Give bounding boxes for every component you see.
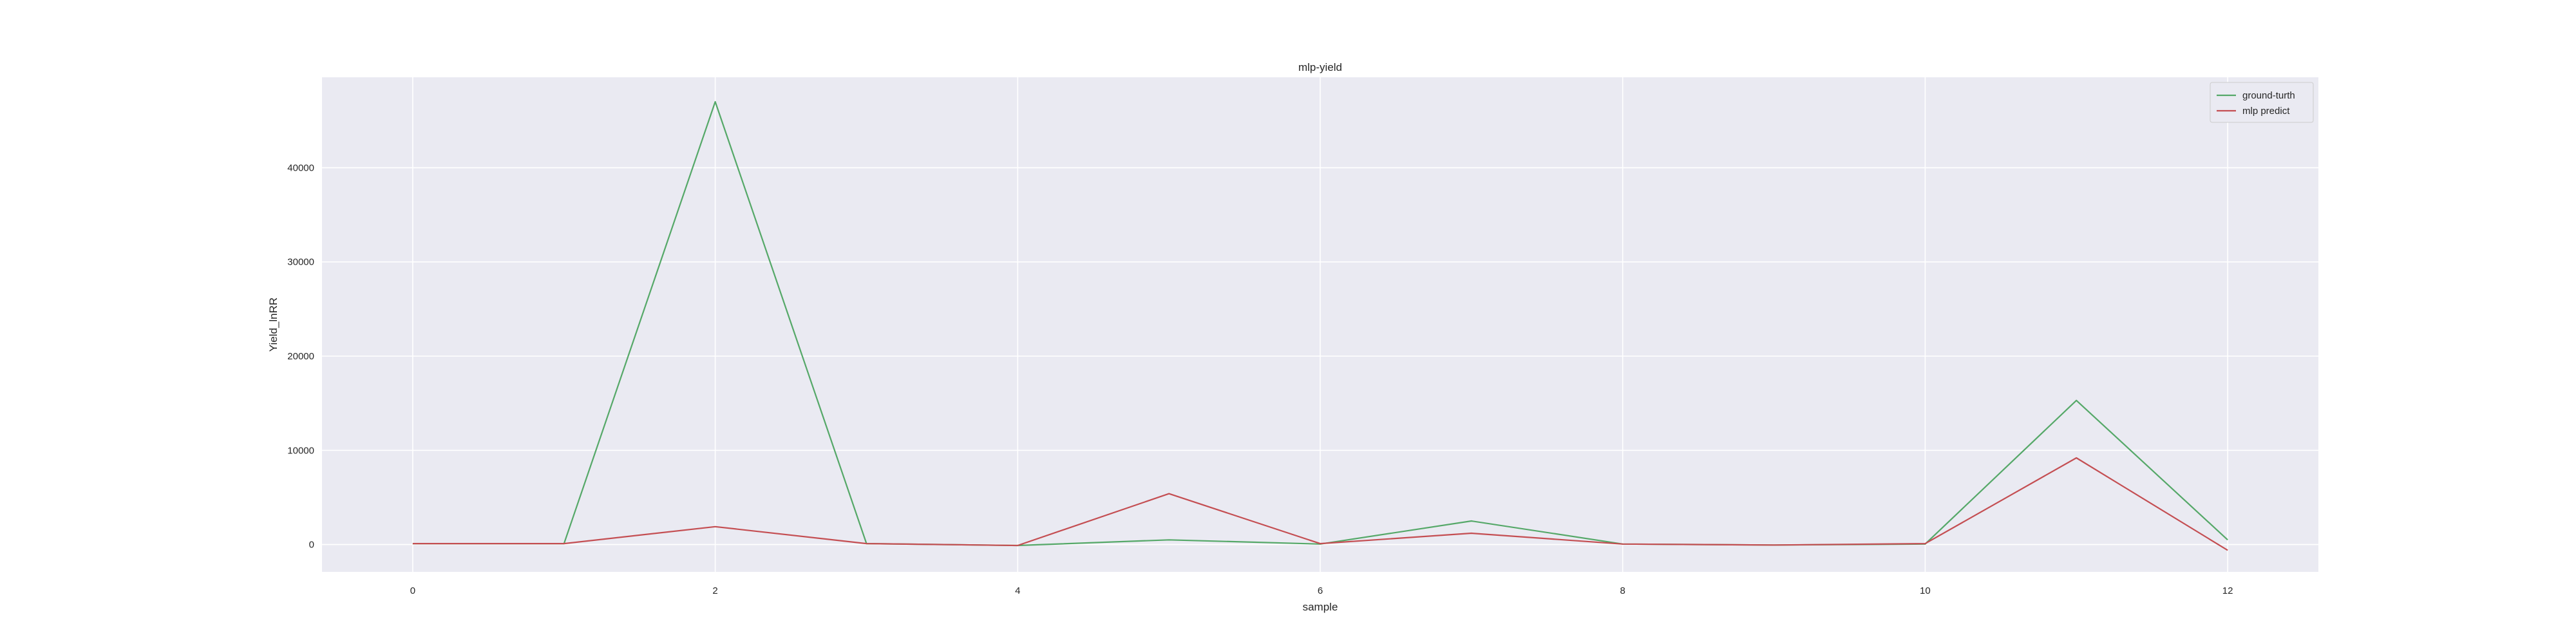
x-tick-label: 10 — [1920, 585, 1931, 596]
grid-layer — [322, 77, 2318, 572]
legend-box — [2210, 82, 2314, 123]
legend: ground-turth mlp predict — [2210, 82, 2314, 123]
x-tick-label: 0 — [410, 585, 415, 596]
x-tick-label: 8 — [1620, 585, 1625, 596]
y-tick-label: 0 — [309, 540, 314, 551]
tick-labels: 0 2 4 6 8 10 12 0 10000 20000 30000 40000 — [287, 162, 2233, 596]
x-tick-label: 2 — [712, 585, 717, 596]
y-tick-label: 30000 — [287, 257, 314, 268]
x-tick-label: 4 — [1015, 585, 1020, 596]
series-line-mlp-predict — [412, 457, 2228, 551]
y-tick-label: 20000 — [287, 351, 314, 362]
legend-label-ground-turth: ground-turth — [2242, 90, 2295, 101]
legend-label-mlp-predict: mlp predict — [2242, 106, 2290, 117]
chart-title: mlp-yield — [1298, 61, 1342, 73]
x-tick-label: 6 — [1318, 585, 1323, 596]
x-tick-label: 12 — [2222, 585, 2233, 596]
y-tick-label: 10000 — [287, 445, 314, 456]
y-tick-label: 40000 — [287, 162, 314, 173]
y-axis-label: Yield_lnRR — [267, 298, 279, 352]
x-axis-label: sample — [1303, 601, 1338, 613]
series-layer — [412, 100, 2228, 551]
